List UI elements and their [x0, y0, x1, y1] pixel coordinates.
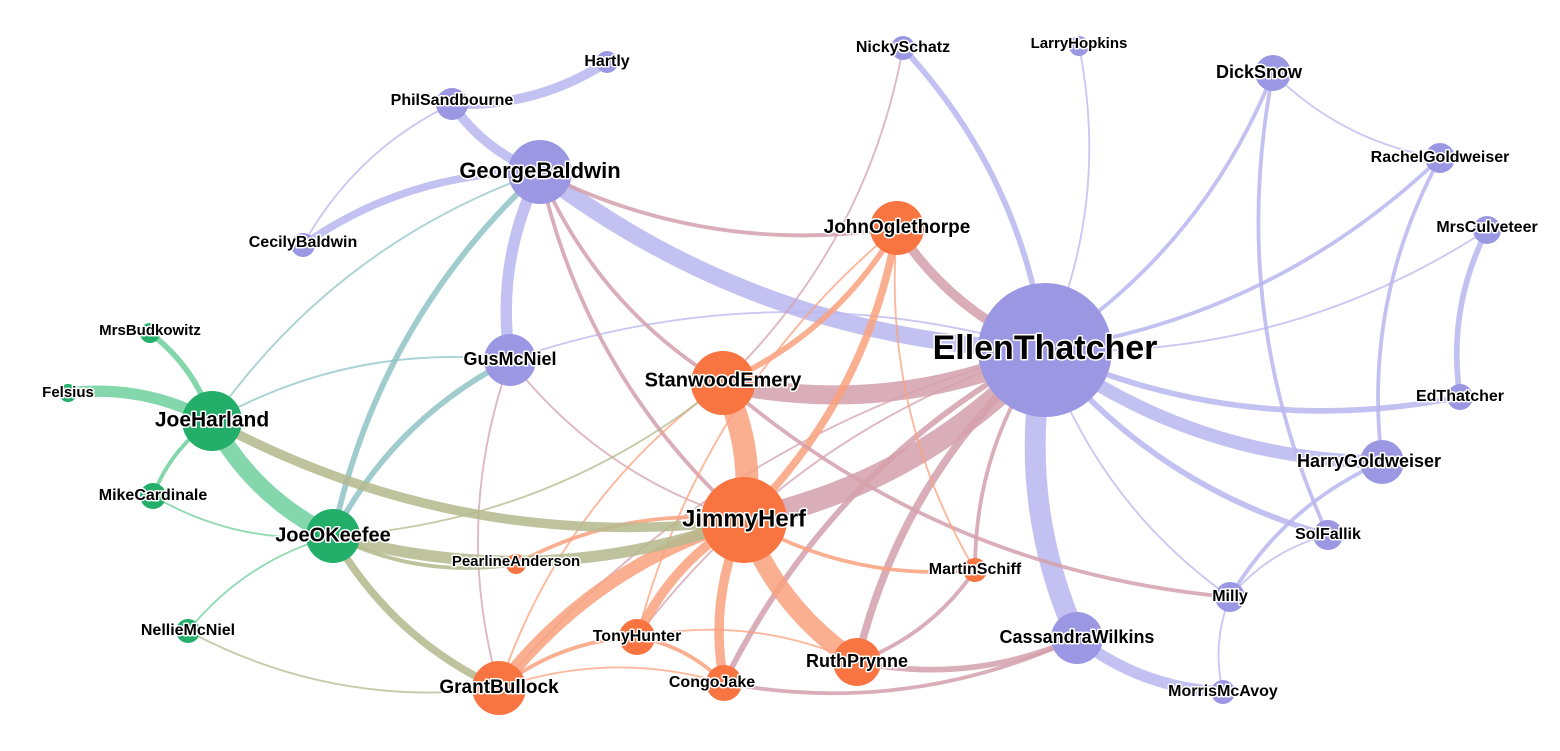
- labels-layer: EllenThatcher GeorgeBaldwin GusMcNiel PhilS…: [41, 33, 1540, 701]
- node-milly[interactable]: [1215, 582, 1245, 612]
- node-grant-bullock[interactable]: [472, 661, 526, 715]
- node-larry-hopkins[interactable]: [1069, 36, 1089, 56]
- edge-congo-jake-cassandra-wilkins: [722, 636, 1079, 696]
- node-label-cassandra-wilkins: CassandraWilkins: [1000, 627, 1155, 647]
- edge-stanwood-emery-grant-bullock: [498, 382, 724, 689]
- node-sol-fallik[interactable]: [1313, 520, 1343, 550]
- node-dick-snow[interactable]: [1255, 55, 1291, 91]
- edge-dick-snow-rachel-goldweiser: [1272, 72, 1441, 159]
- node-mike-cardinale[interactable]: [140, 483, 166, 509]
- node-label-john-oglethorpe: JohnOglethorpe: [824, 217, 971, 238]
- edge-george-baldwin-stanwood-emery: [538, 170, 725, 385]
- edge-john-oglethorpe-martin-schiff: [893, 227, 976, 571]
- node-label-morris-mc-avoy: MorrisMcAvoy: [1168, 683, 1278, 700]
- node-label-harry-goldweiser: HarryGoldweiser: [1297, 451, 1441, 471]
- node-label-ed-thatcher: EdThatcher: [1416, 388, 1504, 405]
- node-label-nicky-schatz: NickySchatz: [856, 39, 950, 56]
- edge-jimmy-herf-john-oglethorpe: [740, 224, 901, 524]
- node-tony-hunter[interactable]: [619, 619, 655, 655]
- node-label-cecily-baldwin: CecilyBaldwin: [249, 234, 357, 251]
- node-label-nellie-mc-niel: NellieMcNiel: [141, 622, 235, 639]
- edge-stanwood-emery-milly: [721, 381, 1232, 599]
- node-felsius[interactable]: [59, 384, 77, 402]
- edge-joe-okeefee-stanwood-emery: [332, 382, 724, 537]
- edge-gus-mc-niel-joe-okeefee: [330, 357, 513, 539]
- node-label-joe-harland: JoeHarland: [155, 409, 269, 432]
- node-george-baldwin[interactable]: [508, 140, 572, 204]
- node-label-martin-schiff: MartinSchiff: [929, 561, 1022, 578]
- edge-dick-snow-sol-fallik: [1256, 71, 1330, 537]
- node-label-milly: Milly: [1212, 588, 1248, 605]
- edge-ellen-thatcher-gus-mc-niel: [509, 311, 1046, 361]
- node-label-ruth-prynne: RuthPrynne: [806, 651, 908, 671]
- node-stanwood-emery[interactable]: [691, 351, 755, 415]
- node-label-george-baldwin: GeorgeBaldwin: [459, 158, 620, 183]
- edge-phil-sandbourne-cecily-baldwin: [302, 103, 453, 246]
- node-joe-okeefee[interactable]: [306, 509, 360, 563]
- edge-george-baldwin-ellen-thatcher: [531, 163, 1054, 359]
- node-nellie-mc-niel[interactable]: [176, 619, 200, 643]
- edge-joe-okeefee-jimmy-herf: [327, 514, 750, 568]
- node-nicky-schatz[interactable]: [891, 36, 915, 60]
- node-pearline-anderson[interactable]: [506, 554, 526, 574]
- node-label-mike-cardinale: MikeCardinale: [99, 487, 208, 504]
- node-phil-sandbourne[interactable]: [436, 88, 468, 120]
- node-gus-mc-niel[interactable]: [484, 334, 536, 386]
- node-label-larry-hopkins: LarryHopkins: [1031, 35, 1128, 52]
- node-label-hartly: Hartly: [584, 53, 629, 70]
- node-label-dick-snow: DickSnow: [1216, 62, 1303, 82]
- edge-harry-goldweiser-milly: [1228, 460, 1384, 599]
- node-rachel-goldweiser[interactable]: [1425, 143, 1455, 173]
- node-label-mrs-budkowitz: MrsBudkowitz: [99, 322, 201, 339]
- node-label-ellen-thatcher: EllenThatcher: [933, 329, 1158, 367]
- node-martin-schiff[interactable]: [963, 558, 987, 582]
- edge-nellie-mc-niel-grant-bullock: [187, 630, 500, 694]
- node-jimmy-herf[interactable]: [701, 477, 787, 563]
- node-label-mrs-culveteer: MrsCulveteer: [1436, 219, 1537, 236]
- edge-ruth-prynne-tony-hunter: [636, 628, 858, 663]
- edge-phil-sandbourne-hartly: [447, 57, 612, 110]
- node-mrs-budkowitz[interactable]: [140, 323, 160, 343]
- node-label-felsius: Felsius: [42, 384, 94, 401]
- node-ed-thatcher[interactable]: [1447, 384, 1473, 410]
- node-mrs-culveteer[interactable]: [1473, 216, 1501, 244]
- edge-gus-mc-niel-joe-harland: [211, 355, 511, 422]
- edge-george-baldwin-cecily-baldwin: [299, 168, 544, 249]
- node-morris-mc-avoy[interactable]: [1211, 680, 1235, 704]
- edge-gus-mc-niel-grant-bullock: [477, 359, 511, 689]
- edge-mrs-culveteer-ed-thatcher: [1453, 227, 1490, 400]
- node-ellen-thatcher[interactable]: [978, 283, 1112, 417]
- edge-george-baldwin-john-oglethorpe: [538, 170, 899, 238]
- edge-george-baldwin-jimmy-herf: [538, 170, 746, 522]
- node-cassandra-wilkins[interactable]: [1051, 612, 1103, 664]
- node-label-congo-jake: CongoJake: [669, 674, 755, 691]
- node-john-oglethorpe[interactable]: [870, 201, 924, 255]
- edge-joe-okeefee-grant-bullock: [329, 532, 503, 692]
- node-label-pearline-anderson: PearlineAnderson: [452, 553, 580, 570]
- node-cecily-baldwin[interactable]: [291, 233, 315, 257]
- node-hartly[interactable]: [596, 51, 618, 73]
- edge-congo-jake-grant-bullock: [498, 666, 725, 689]
- node-label-sol-fallik: SolFallik: [1295, 526, 1361, 543]
- edge-ellen-thatcher-tony-hunter: [636, 349, 1046, 638]
- node-label-gus-mc-niel: GusMcNiel: [463, 349, 556, 369]
- node-label-tony-hunter: TonyHunter: [593, 628, 682, 645]
- edge-rachel-goldweiser-harry-goldweiser: [1376, 156, 1442, 464]
- node-congo-jake[interactable]: [706, 665, 742, 701]
- node-label-grant-bullock: GrantBullock: [439, 677, 559, 698]
- edge-george-baldwin-joe-harland: [211, 171, 541, 422]
- node-harry-goldweiser[interactable]: [1360, 440, 1404, 484]
- node-label-rachel-goldweiser: RachelGoldweiser: [1371, 149, 1510, 166]
- edge-stanwood-emery-nicky-schatz: [722, 47, 904, 384]
- node-joe-harland[interactable]: [182, 391, 242, 451]
- nodes-layer: [59, 36, 1501, 715]
- node-label-joe-okeefee: JoeOKeefee: [275, 524, 391, 546]
- node-ruth-prynne[interactable]: [833, 638, 881, 686]
- node-label-jimmy-herf: JimmyHerf: [682, 505, 807, 532]
- node-label-stanwood-emery: StanwoodEmery: [645, 369, 803, 391]
- node-label-phil-sandbourne: PhilSandbourne: [391, 92, 514, 109]
